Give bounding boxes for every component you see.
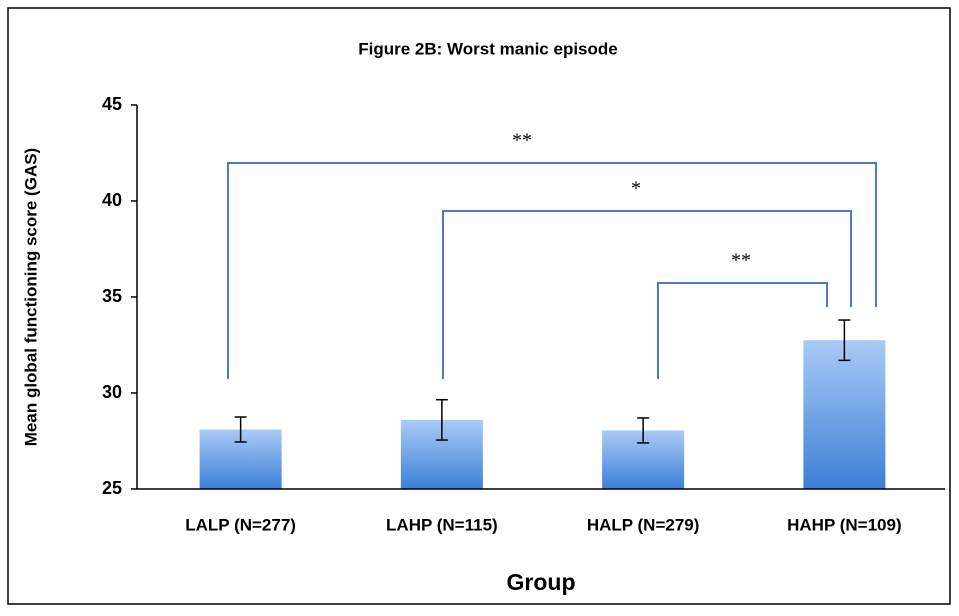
bar [803,340,886,489]
x-tick-label: HALP (N=279) [587,515,700,534]
bracket [227,162,877,379]
y-tick-label: 25 [102,478,122,498]
error-bar [838,319,851,362]
bracket [657,282,828,379]
x-tick-label: LALP (N=277) [185,515,296,534]
error-bar [435,398,448,441]
y-axis-title: Mean global functioning score (GAS) [21,148,40,446]
chart-title: Figure 2B: Worst manic episode [358,39,617,58]
error-bar [234,416,247,443]
y-tick-label: 30 [102,382,122,402]
y-tick-label: 45 [102,94,122,114]
bracket [442,210,852,379]
error-bar [637,417,650,444]
significance-label: ** [512,130,532,152]
y-tick-label: 35 [102,286,122,306]
y-tick-label: 40 [102,190,122,210]
chart-border [7,7,951,605]
x-axis-title: Group [507,569,576,595]
significance-label: ** [731,250,751,272]
x-tick-label: HAHP (N=109) [787,515,901,534]
significance-brackets [227,162,877,379]
x-tick-label: LAHP (N=115) [386,515,498,534]
significance-label: * [631,178,641,200]
